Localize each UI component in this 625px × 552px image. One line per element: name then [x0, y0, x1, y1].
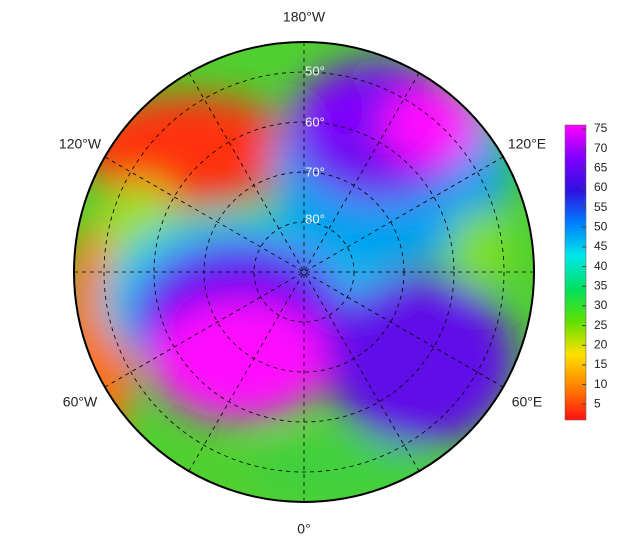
lat-label: 50°: [305, 63, 325, 78]
graticule: [74, 42, 534, 502]
colorbar-tick-label: 20: [594, 337, 608, 351]
map-border: [73, 41, 535, 503]
lat-label: 70°: [305, 164, 325, 179]
colorbar-tick-label: 35: [594, 278, 608, 292]
colorbar-tick-label: 15: [594, 357, 608, 371]
lon-label: 60°W: [63, 394, 98, 410]
colorbar-tick-label: 45: [594, 239, 608, 253]
colorbar-tick-label: 75: [594, 121, 608, 135]
colorbar-tick-label: 70: [594, 141, 608, 155]
colorbar-tick-label: 50: [594, 219, 608, 233]
colorbar-tick-label: 5: [594, 396, 601, 410]
colorbar-tick-label: 30: [594, 298, 608, 312]
colorbar-tick-label: 25: [594, 318, 608, 332]
colorbar: [564, 124, 587, 421]
lat-label: 60°: [305, 114, 325, 129]
colorbar-tick-label: 65: [594, 160, 608, 174]
lon-label: 0°: [297, 521, 310, 537]
colorbar-tick-label: 55: [594, 200, 608, 214]
data-field: [74, 42, 534, 502]
lon-label: 120°W: [59, 136, 102, 152]
lon-label: 60°E: [512, 394, 543, 410]
lon-label: 120°E: [508, 136, 546, 152]
colorbar-tick-label: 40: [594, 259, 608, 273]
colorbar-tick-label: 10: [594, 377, 608, 391]
colorbar-tick-label: 60: [594, 180, 608, 194]
lon-label: 180°W: [283, 9, 326, 25]
lat-label: 80°: [305, 211, 325, 226]
